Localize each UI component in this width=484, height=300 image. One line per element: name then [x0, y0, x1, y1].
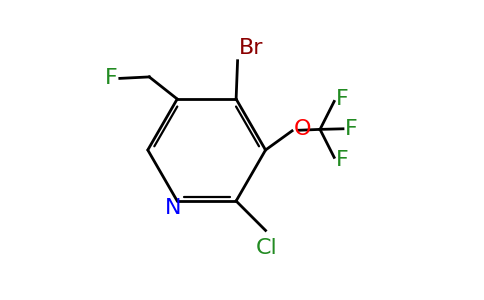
Text: N: N: [165, 198, 181, 218]
Text: F: F: [335, 150, 348, 170]
Text: Cl: Cl: [256, 238, 278, 258]
Text: Br: Br: [239, 38, 264, 58]
Text: O: O: [293, 118, 311, 139]
Text: F: F: [105, 68, 118, 88]
Text: F: F: [345, 119, 357, 139]
Text: F: F: [335, 89, 348, 109]
